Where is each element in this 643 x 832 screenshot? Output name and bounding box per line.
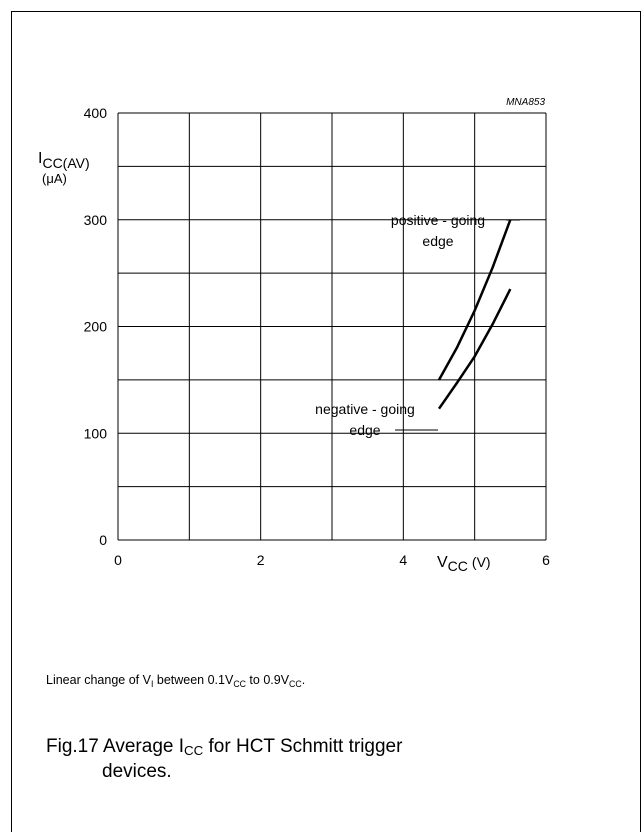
series-label-line: negative - going bbox=[315, 401, 415, 417]
chart-grid bbox=[117, 112, 547, 541]
series-label-line: positive - going bbox=[391, 212, 485, 228]
y-tick-label: 200 bbox=[84, 319, 108, 335]
series-line bbox=[437, 288, 512, 410]
chart-svg: 0 2 4 6 0 100 200 300 400 MNA853 ICC(AV) (μA) VC… bbox=[38, 97, 550, 574]
x-tick-label: 4 bbox=[399, 552, 407, 568]
y-tick-label: 0 bbox=[99, 532, 107, 548]
series-labels: positive - going edge negative - going edge bbox=[315, 212, 520, 438]
series-line bbox=[437, 219, 512, 381]
x-tick-label: 6 bbox=[542, 552, 550, 568]
chart-ticks: 0 2 4 6 0 100 200 300 400 bbox=[84, 105, 550, 568]
y-tick-label: 300 bbox=[84, 212, 108, 228]
figure-caption: Fig.17 Average ICC for HCT Schmitt trigg… bbox=[46, 736, 403, 782]
figure-frame bbox=[11, 11, 641, 832]
x-tick-label: 0 bbox=[114, 552, 122, 568]
y-axis-label: ICC(AV) bbox=[38, 150, 90, 171]
series-label-line: edge bbox=[422, 233, 453, 249]
x-tick-label: 2 bbox=[257, 552, 265, 568]
chart-series bbox=[437, 219, 512, 410]
figure-id: MNA853 bbox=[506, 97, 545, 108]
y-tick-label: 400 bbox=[84, 105, 108, 121]
x-axis-label: VCC (V) bbox=[437, 554, 491, 574]
y-tick-label: 100 bbox=[84, 425, 108, 441]
chart-note: Linear change of VI between 0.1VCC to 0.… bbox=[46, 673, 306, 689]
y-axis-unit: (μA) bbox=[42, 171, 67, 186]
series-label-line: edge bbox=[349, 422, 380, 438]
